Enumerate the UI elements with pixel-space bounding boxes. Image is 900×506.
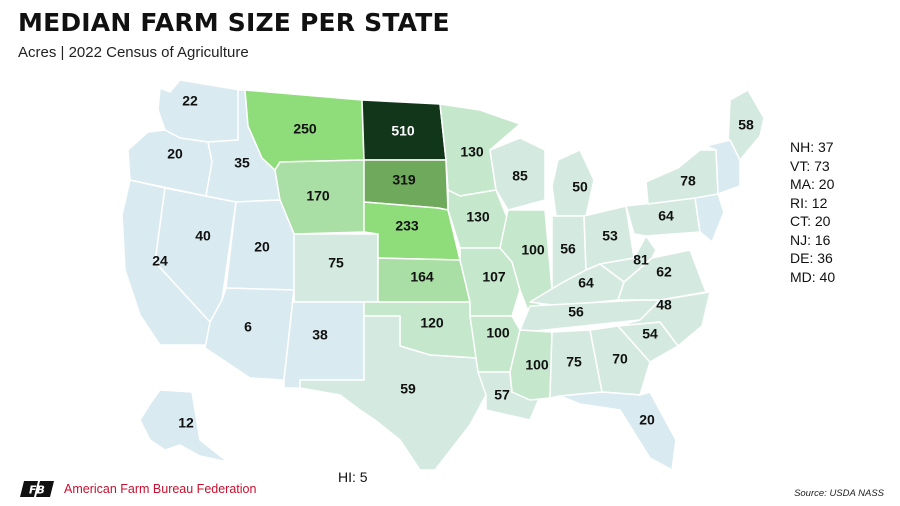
logo-text: FB [29, 484, 45, 497]
state-value-label-NV: 40 [195, 228, 211, 244]
state-value-label-WI: 85 [512, 168, 528, 184]
state-value-label-MI: 50 [572, 179, 588, 195]
state-value-label-WV: 81 [633, 252, 649, 268]
farm-bureau-logo-icon: FB [20, 481, 54, 497]
state-value-label-NE: 233 [395, 218, 419, 234]
state-value-label-AK: 12 [178, 415, 194, 431]
state-value-label-AZ: 6 [244, 319, 252, 335]
state-value-label-PA: 64 [658, 208, 674, 224]
state-value-label-WA: 22 [182, 93, 198, 109]
state-value-label-MS: 100 [525, 357, 549, 373]
state-GA [589, 325, 651, 396]
state-value-label-OK: 120 [420, 315, 444, 331]
page-title: MEDIAN FARM SIZE PER STATE [18, 8, 450, 37]
state-value-label-SC: 54 [642, 326, 658, 342]
state-value-label-WY: 170 [306, 188, 330, 204]
state-value-label-OH: 53 [602, 228, 618, 244]
state-TX [299, 315, 487, 471]
state-value-label-AL: 75 [566, 354, 582, 370]
state-value-label-FL: 20 [639, 412, 655, 428]
state-WI [489, 137, 546, 211]
state-NE-small [705, 139, 741, 195]
small-state-value: MA: 20 [790, 176, 835, 192]
small-state-value: RI: 12 [790, 194, 828, 211]
state-value-label-ID: 35 [234, 155, 250, 171]
state-AK [139, 389, 229, 463]
brand: FB American Farm Bureau Federation [18, 478, 256, 500]
state-value-label-IN: 56 [560, 241, 576, 257]
state-value-label-MO: 107 [482, 269, 506, 285]
state-value-label-AR: 100 [486, 325, 510, 341]
state-value-label-VA: 62 [656, 264, 672, 280]
small-state-value: VT: 73 [790, 157, 830, 174]
small-state-value: NJ: 16 [790, 231, 831, 248]
brand-name: American Farm Bureau Federation [64, 482, 257, 496]
state-value-label-ND: 510 [391, 123, 415, 139]
state-value-label-UT: 20 [254, 239, 270, 255]
state-value-label-CA: 24 [152, 253, 168, 269]
state-value-label-GA: 70 [612, 351, 628, 367]
small-state-value: MD: 40 [790, 268, 836, 285]
small-state-value: NH: 37 [790, 139, 834, 155]
state-value-label-IL: 100 [521, 242, 545, 258]
hawaii-note: HI: 5 [338, 469, 368, 485]
state-value-label-IA: 130 [466, 209, 490, 225]
small-state-value: CT: 20 [790, 213, 831, 229]
small-states-list: NH: 37 VT: 73 MA: 20 RI: 12 CT: 20 NJ: 1… [790, 138, 835, 286]
state-value-label-CO: 75 [328, 255, 344, 271]
state-value-label-MT: 250 [293, 121, 317, 137]
state-value-label-NC: 48 [656, 297, 672, 313]
state-value-label-KS: 164 [410, 269, 434, 285]
state-value-label-SD: 319 [392, 172, 416, 188]
state-value-label-LA: 57 [494, 387, 510, 403]
page-subtitle: Acres | 2022 Census of Agriculture [18, 44, 249, 61]
state-value-label-KY: 64 [578, 275, 594, 291]
source-note: Source: USDA NASS [794, 488, 884, 499]
state-value-label-MN: 130 [460, 144, 484, 160]
state-VA [617, 249, 707, 301]
state-value-label-NM: 38 [312, 327, 328, 343]
state-value-label-TN: 56 [568, 304, 584, 320]
state-value-label-OR: 20 [167, 146, 183, 162]
state-value-label-ME: 58 [738, 117, 754, 133]
state-value-label-TX: 59 [400, 381, 416, 397]
small-state-value: DE: 36 [790, 250, 833, 266]
state-FL [559, 391, 677, 471]
state-WV [599, 235, 657, 283]
state-IL [499, 209, 553, 317]
state-value-label-NY: 78 [680, 173, 696, 189]
state-MID-ATL [694, 193, 725, 243]
